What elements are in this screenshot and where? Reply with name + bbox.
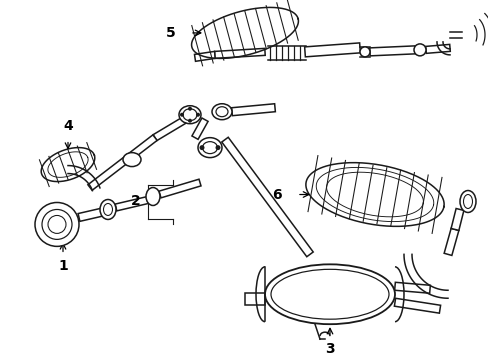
- Polygon shape: [244, 293, 264, 305]
- Text: 6: 6: [272, 188, 282, 202]
- Ellipse shape: [198, 138, 222, 158]
- Ellipse shape: [264, 264, 394, 324]
- Circle shape: [359, 47, 369, 57]
- Ellipse shape: [100, 199, 116, 220]
- Circle shape: [187, 119, 192, 123]
- Polygon shape: [394, 298, 440, 313]
- Ellipse shape: [212, 104, 231, 120]
- Polygon shape: [115, 196, 150, 211]
- Polygon shape: [369, 46, 414, 56]
- Polygon shape: [443, 228, 458, 256]
- Circle shape: [199, 145, 204, 150]
- Text: 1: 1: [58, 259, 68, 273]
- Polygon shape: [153, 117, 186, 141]
- Circle shape: [413, 44, 425, 56]
- Ellipse shape: [123, 153, 141, 167]
- Text: 2: 2: [131, 194, 141, 208]
- Circle shape: [187, 107, 192, 111]
- Polygon shape: [159, 179, 201, 198]
- Polygon shape: [194, 51, 215, 61]
- Polygon shape: [425, 44, 449, 53]
- Polygon shape: [450, 208, 463, 230]
- Circle shape: [196, 113, 200, 117]
- Circle shape: [180, 113, 183, 117]
- Polygon shape: [88, 135, 157, 190]
- Ellipse shape: [179, 106, 201, 124]
- Polygon shape: [304, 43, 360, 57]
- Polygon shape: [231, 104, 275, 116]
- Circle shape: [215, 145, 220, 150]
- Polygon shape: [78, 208, 106, 221]
- Polygon shape: [192, 118, 207, 139]
- Polygon shape: [222, 137, 313, 257]
- Ellipse shape: [459, 190, 475, 212]
- Text: 4: 4: [63, 119, 73, 133]
- Polygon shape: [394, 282, 429, 293]
- Ellipse shape: [146, 188, 160, 206]
- Circle shape: [35, 202, 79, 246]
- Polygon shape: [214, 48, 264, 58]
- Text: 5: 5: [166, 26, 176, 40]
- Text: 3: 3: [325, 342, 334, 356]
